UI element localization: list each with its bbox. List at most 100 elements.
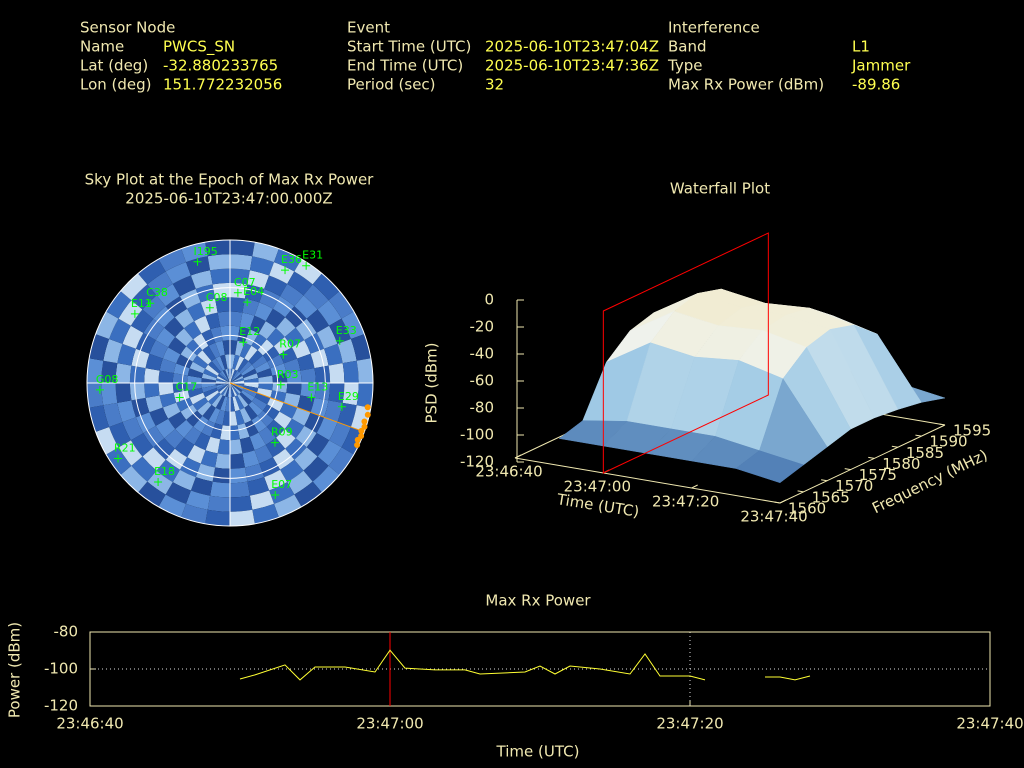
sky-cell [197, 401, 212, 416]
sky-cell [350, 334, 371, 361]
sky-cell [294, 481, 322, 507]
sky-cell [252, 503, 279, 524]
sky-cell [190, 270, 213, 289]
sky-cell [257, 410, 274, 427]
sky-cell [328, 383, 345, 403]
sky-cell [230, 383, 233, 398]
sky-cell [153, 306, 175, 328]
y-tick-label: 1580 [882, 455, 920, 473]
sky-cell [156, 283, 180, 307]
field-value: L1 [852, 38, 870, 56]
sky-cell [341, 311, 365, 339]
sky-cell [164, 429, 184, 449]
sky-cell [109, 318, 131, 344]
sky-cell [230, 378, 245, 383]
sky-cell [210, 423, 223, 440]
sky-cell [227, 368, 230, 383]
sky-cell [202, 404, 216, 421]
satellite-label: E11 [131, 297, 152, 310]
field-value: 2025-06-10T23:47:04Z [485, 38, 659, 56]
sky-cell [291, 340, 311, 359]
sky-cell [208, 407, 221, 424]
field-value: 2025-06-10T23:47:36Z [485, 57, 659, 75]
z-tick-label: -40 [470, 345, 495, 363]
sky-cell [241, 390, 255, 402]
satellite-marker [233, 288, 242, 297]
sky-cell [225, 383, 230, 398]
sky-cell [184, 321, 202, 340]
sky-cell [168, 337, 187, 355]
sky-cell [175, 419, 194, 438]
sky-cell [143, 425, 165, 448]
satellite-label: I195 [194, 245, 218, 258]
sky-cell [215, 297, 230, 313]
sky-cell [244, 404, 258, 421]
sky-cell [187, 388, 204, 398]
sky-cell [230, 370, 240, 383]
sky-cell [252, 242, 279, 263]
sky-cell [230, 383, 235, 398]
z-tick-label: -20 [470, 318, 495, 336]
sky-cell [147, 271, 173, 296]
sky-cell [279, 402, 298, 419]
sky-cell [249, 256, 274, 276]
sky-cell [230, 282, 248, 299]
sky-cell [230, 425, 240, 441]
sky-cell [342, 383, 359, 406]
sky-cell [217, 439, 230, 455]
x-tick-label: 23:47:40 [956, 715, 1023, 733]
sky-cell [234, 356, 245, 371]
y-tick [891, 445, 898, 448]
x-tick-label: 23:46:40 [56, 715, 123, 733]
sky-cell [239, 342, 252, 359]
y-tick-label: -120 [44, 697, 78, 715]
satellite-marker [154, 477, 163, 486]
sky-cell [222, 369, 230, 383]
sky-cell [145, 395, 163, 413]
z-tick-label: 0 [484, 291, 494, 309]
sky-cell [122, 325, 144, 349]
chart-title: Waterfall Plot [670, 180, 770, 198]
sky-cell [162, 347, 181, 364]
sky-cell [276, 317, 296, 337]
sky-cell [306, 433, 330, 457]
x-tick [779, 499, 787, 504]
satellite-label: E36 [281, 253, 302, 266]
sky-cell [230, 383, 245, 386]
sky-cell [115, 383, 132, 403]
sky-cell [230, 340, 238, 355]
sky-cell [186, 410, 203, 427]
sky-cell [207, 495, 230, 512]
sky-cell [251, 355, 268, 369]
y-tick [773, 501, 781, 504]
sky-cell [230, 453, 245, 469]
satellite-marker [337, 402, 346, 411]
sky-cell [239, 407, 252, 424]
sky-cell [242, 298, 260, 316]
sky-cell [244, 378, 259, 383]
satellite-marker [335, 336, 344, 345]
satellite-label: E04 [243, 285, 264, 298]
sky-cell [256, 388, 273, 398]
sky-cell [244, 345, 258, 362]
sky-cell [172, 469, 196, 491]
sky-cell [273, 411, 292, 429]
sky-cell [258, 321, 276, 340]
sky-cell [187, 375, 202, 383]
satellite-label: C08 [206, 291, 228, 304]
sky-cell [173, 363, 190, 376]
field-value: Jammer [851, 57, 911, 75]
sky-cell [87, 358, 104, 383]
sky-cell [276, 429, 296, 449]
sky-cell [130, 433, 154, 457]
jammer-point [358, 432, 365, 439]
sky-cell [258, 426, 276, 445]
sky-cell [287, 271, 313, 296]
section-title: Sensor Node [80, 19, 175, 37]
sky-cell [230, 368, 233, 383]
satellite-label: E33 [336, 324, 357, 337]
sky-cell [208, 342, 221, 359]
sky-cell [258, 375, 273, 383]
sky-cell [266, 328, 285, 347]
sky-cell [219, 383, 230, 394]
